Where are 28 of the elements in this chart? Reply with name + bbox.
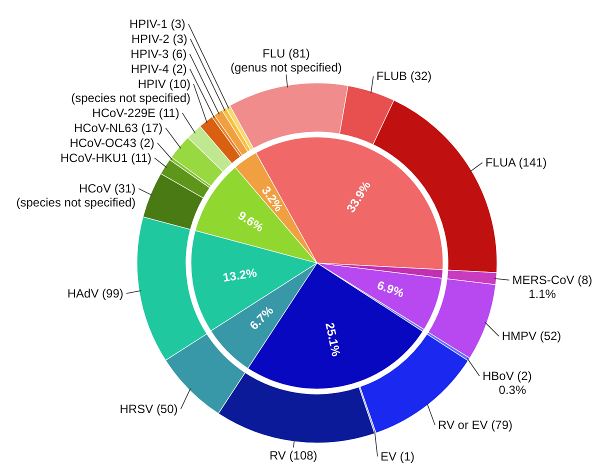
slice-label: HRSV (50) (120, 402, 178, 416)
slice-label: HCoV (31) (species not specified) (16, 182, 136, 210)
slice-label: RV or EV (79) (438, 418, 513, 432)
slice-label: HPIV-4 (2) (130, 62, 187, 76)
slice-label: RV (108) (269, 448, 318, 462)
slice-label: HAdV (99) (67, 286, 124, 300)
text: 1.1% (528, 287, 556, 302)
slice-label: EV (1) (380, 449, 415, 464)
slice-label: HCoV-NL63 (17) (74, 120, 163, 135)
slice-label: FLUB (32) (376, 69, 432, 84)
text: 0.3% (498, 383, 526, 398)
slice-label: MERS-CoV (8) (512, 273, 592, 288)
slice-label: HMPV (52) (502, 329, 562, 344)
data-label: 9.6% (235, 208, 266, 235)
donut-slice (214, 110, 248, 156)
data-label: 13.2% (222, 266, 258, 285)
slice-label: HCoV-229E (11) (92, 106, 180, 120)
data-label: 25.1% (322, 321, 344, 358)
slice-label: HPIV (10) (species not specified) (71, 76, 191, 105)
slice-label: HCoV-OC43 (2) (70, 136, 154, 150)
slice-label: FLUA (141) (485, 156, 547, 170)
slice-label: HCoV-HKU1 (11) (60, 150, 152, 165)
slice-label: HPIV-1 (3) (129, 16, 186, 31)
data-label: 6.9% (375, 278, 406, 300)
slice-label: HPIV-3 (6) (130, 46, 187, 61)
slice-label: HPIV-2 (3) (131, 32, 188, 46)
slice-label: FLU (81) (genus not specified) (230, 46, 342, 75)
slice-label: HBoV (2) (482, 369, 532, 384)
